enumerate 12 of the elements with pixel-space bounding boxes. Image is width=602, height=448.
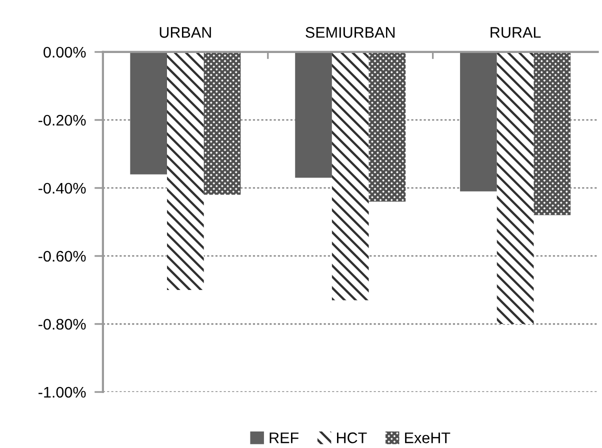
y-tick-label: -0.40% [38, 182, 86, 194]
legend-label: ExeHT [405, 432, 450, 444]
y-tick-label: -0.60% [38, 250, 86, 262]
legend-label: REF [270, 432, 298, 444]
y-tick-label: -0.80% [38, 318, 86, 330]
x-tick-label: RURAL [490, 27, 541, 38]
legend-label: HCT [337, 432, 367, 444]
x-tick-label: URBAN [160, 27, 211, 38]
x-tick-label: SEMIURBAN [306, 27, 395, 38]
y-tick-label: -1.00% [38, 386, 86, 398]
y-tick-label: 0.00% [44, 46, 86, 58]
y-tick-label: -0.20% [38, 114, 86, 126]
